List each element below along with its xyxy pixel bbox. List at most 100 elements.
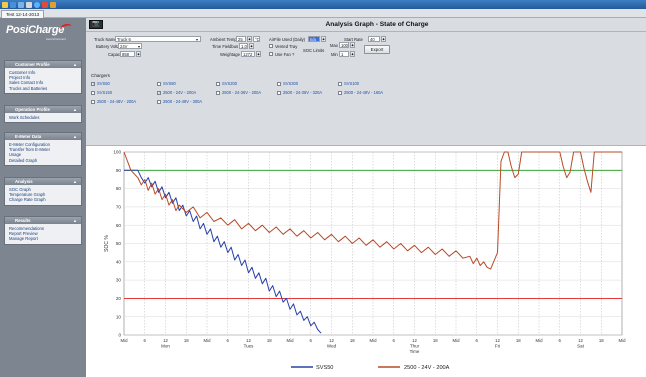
charger-option[interactable]: SVS80 xyxy=(157,81,176,87)
sidebar-item-soc-graph[interactable]: SOC Graph xyxy=(9,187,31,192)
charger-checkbox[interactable] xyxy=(277,81,281,86)
chevron-up-icon[interactable]: ▲ xyxy=(73,179,77,184)
charger-option[interactable]: 2500 - 24-36V - 200A xyxy=(216,90,261,96)
time-fieldbus-input[interactable]: 1.0 xyxy=(239,43,248,49)
charger-option[interactable]: 2500 - 24-48V - 200A xyxy=(91,99,136,105)
sidebar-item-detailed-graph[interactable]: Detailed Graph xyxy=(9,157,38,163)
sidebar-item-customer-info[interactable]: Customer Info xyxy=(9,70,36,75)
sidebar-item-recommendations[interactable]: Recommendations xyxy=(9,226,44,231)
chargers-group: Chargers ✓ SVS50 SVS80 SVS200 SVS300 SVS100 SV… xyxy=(86,73,486,113)
document-tab[interactable]: Test 12-14-2013 xyxy=(1,10,45,18)
charger-option[interactable]: SVS300 xyxy=(277,81,298,87)
disk-icon[interactable] xyxy=(18,1,24,8)
time-fieldbus-stepper[interactable]: ◆ xyxy=(249,43,254,49)
weightage-stepper[interactable]: ◆ xyxy=(256,51,261,57)
sidebar-item-temperature-graph[interactable]: Temperature Graph xyxy=(9,192,46,198)
save-icon[interactable] xyxy=(10,1,16,8)
print-icon[interactable] xyxy=(26,1,32,8)
charger-checkbox[interactable] xyxy=(338,81,342,86)
charger-option[interactable]: 2500 - 24-36V - 320A xyxy=(277,90,322,96)
charger-checkbox[interactable] xyxy=(338,90,342,95)
soc-min-stepper[interactable]: ◆ xyxy=(350,51,355,57)
airfile-input[interactable]: n/a xyxy=(308,36,320,42)
panel-header[interactable]: Customer Profile ▲ xyxy=(5,61,81,68)
charger-checkbox[interactable]: ✓ xyxy=(91,81,95,86)
chevron-down-icon[interactable]: ▾ xyxy=(196,37,199,42)
series-line xyxy=(123,151,622,270)
x-tick-label: Mid xyxy=(287,338,295,343)
soc-max-input[interactable]: 100 xyxy=(339,42,349,48)
chevron-down-icon[interactable]: ▾ xyxy=(138,44,141,49)
y-axis-label: SOC % xyxy=(104,235,110,252)
soc-max-stepper[interactable]: ◆ xyxy=(350,42,355,48)
capacity-stepper[interactable]: ◆ xyxy=(136,51,141,57)
sidebar-item-project-info[interactable]: Project Info xyxy=(9,75,31,81)
ambient-temp-stepper[interactable]: ◆ xyxy=(247,36,252,42)
airfile-stepper[interactable]: ◆ xyxy=(321,36,326,42)
panel-header[interactable]: Operation Profile ▲ xyxy=(5,106,81,113)
sidebar-item-usage[interactable]: Usage xyxy=(9,152,22,158)
export-button[interactable]: Export xyxy=(364,45,390,54)
charger-checkbox[interactable] xyxy=(216,81,220,86)
charger-checkbox[interactable]: ✓ xyxy=(157,90,161,95)
panel-header[interactable]: Results ▲ xyxy=(5,217,81,224)
sidebar-item-work-schedules[interactable]: Work Schedules xyxy=(9,115,40,120)
soc-min-input[interactable]: 1 xyxy=(339,51,349,57)
use-fan-checkbox[interactable] xyxy=(269,52,273,56)
sidebar-item-sales-contact-info[interactable]: Sales Contact Info xyxy=(9,80,44,86)
start-rate-stepper[interactable]: ◆ xyxy=(381,36,386,42)
min-label: Min xyxy=(331,52,338,57)
sidebar-item-emeter-configuration[interactable]: E-Meter Configuration xyxy=(9,142,50,147)
series-line xyxy=(124,169,322,334)
start-rate-input[interactable]: 40 xyxy=(368,36,380,42)
tools-icon[interactable] xyxy=(50,1,56,8)
charger-option[interactable]: SVS150 xyxy=(91,90,112,96)
sidebar-item-report-preview[interactable]: Report Preview xyxy=(9,231,38,237)
help-icon[interactable] xyxy=(34,1,40,8)
sidebar-item-manage-report[interactable]: Manage Report xyxy=(9,236,38,242)
charger-option[interactable]: 2500 - 24-48V - 300A xyxy=(157,99,202,105)
x-tick-label: 12 xyxy=(329,338,334,343)
capacity-input[interactable]: 858 xyxy=(120,51,135,57)
sidebar-item-charge-rate-graph[interactable]: Charge Rate Graph xyxy=(9,197,46,203)
x-tick-label: 6 xyxy=(476,338,479,343)
charger-option[interactable]: 2500 - 24-48V - 160A xyxy=(338,90,383,96)
charger-checkbox[interactable] xyxy=(91,99,95,104)
sidebar-item-trucks-and-batteries[interactable]: Trucks and Batteries xyxy=(9,85,48,91)
chevron-up-icon[interactable]: ▲ xyxy=(73,107,77,112)
truck-name-select[interactable]: Truck 6 xyxy=(115,36,201,42)
panel-header[interactable]: E-Meter Data ▲ xyxy=(5,133,81,140)
panel-title: Analysis xyxy=(15,179,33,184)
temp-unit-select[interactable]: °C xyxy=(253,36,260,42)
open-icon[interactable] xyxy=(2,1,8,8)
chevron-up-icon[interactable]: ▲ xyxy=(73,62,77,67)
panel-customer-profile: Customer Profile ▲ Customer Info Project … xyxy=(4,60,82,94)
charger-label: 2500 - 24-48V - 160A xyxy=(344,90,384,96)
x-tick-label: 18 xyxy=(516,338,521,343)
charger-checkbox[interactable] xyxy=(157,99,161,104)
weightage-input[interactable]: 1272 xyxy=(241,51,255,57)
camera-button[interactable]: 📷 xyxy=(89,20,103,29)
camera-icon: 📷 xyxy=(92,21,100,27)
charger-checkbox[interactable] xyxy=(277,90,281,95)
charger-option[interactable]: ✓ SVS50 xyxy=(91,81,110,87)
vented-tray-checkbox[interactable] xyxy=(269,44,273,48)
x-tick-label: 18 xyxy=(267,338,272,343)
panel-header[interactable]: Analysis ▲ xyxy=(5,178,81,185)
battery-voltage-select[interactable]: 24V xyxy=(118,43,142,49)
charger-checkbox[interactable] xyxy=(91,90,95,95)
charger-label: SVS300 xyxy=(283,81,299,87)
charger-option[interactable]: SVS100 xyxy=(338,81,359,87)
charger-checkbox[interactable] xyxy=(216,90,220,95)
charger-option[interactable]: SVS200 xyxy=(216,81,237,87)
sidebar-item-transfer-from-emeter[interactable]: Transfer from E-Meter xyxy=(9,147,51,153)
close-icon[interactable] xyxy=(42,1,48,8)
charger-checkbox[interactable] xyxy=(157,81,161,86)
chevron-up-icon[interactable]: ▲ xyxy=(73,218,77,223)
chevron-up-icon[interactable]: ▲ xyxy=(73,134,77,139)
charger-option[interactable]: ✓ 2500 - 24V - 200A xyxy=(157,90,196,96)
charger-label: SVS100 xyxy=(344,81,360,87)
x-tick-label: Mid xyxy=(121,338,129,343)
ambient-temp-input[interactable]: 25 xyxy=(236,36,246,42)
y-tick-label: 80 xyxy=(116,186,122,191)
